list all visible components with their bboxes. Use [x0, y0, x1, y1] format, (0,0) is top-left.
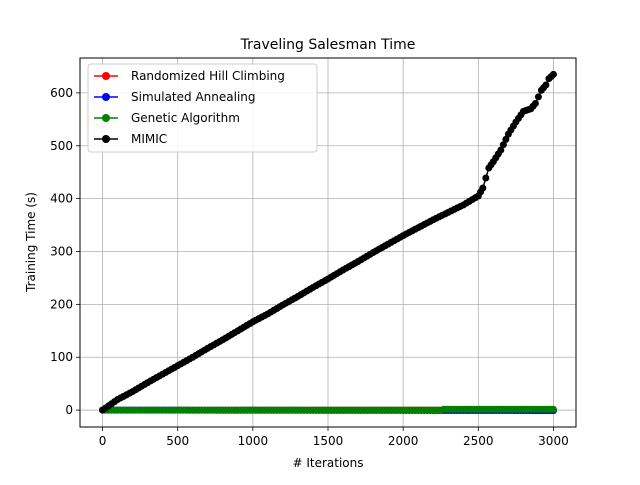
axis-ticks: 0 500 1000 1500 2000 2500 3000 0 100 200 300 400 500…	[50, 86, 569, 448]
data-point	[502, 135, 510, 143]
legend-label: MIMIC	[131, 132, 167, 146]
y-tick-label: 500	[50, 139, 73, 153]
legend-item-genetic-algorithm: Genetic Algorithm	[94, 111, 240, 125]
series-genetic-algorithm	[99, 405, 557, 414]
data-point	[549, 405, 557, 413]
legend-box	[87, 63, 318, 153]
data-point	[479, 184, 487, 192]
x-tick-label: 3000	[538, 434, 569, 448]
x-axis-label: # Iterations	[292, 456, 363, 470]
data-point	[534, 93, 542, 101]
x-tick-label: 1000	[238, 434, 269, 448]
x-tick-label: 0	[99, 434, 107, 448]
legend-swatch-marker	[102, 72, 110, 80]
legend-label: Simulated Annealing	[131, 90, 256, 104]
x-tick-label: 2000	[388, 434, 419, 448]
legend-swatch-marker	[102, 114, 110, 122]
data-point	[531, 99, 539, 107]
x-tick-label: 500	[166, 434, 189, 448]
data-point	[497, 146, 505, 154]
y-axis-label: Training Time (s)	[24, 192, 38, 293]
data-point	[549, 70, 557, 78]
series-mimic	[99, 70, 557, 414]
legend-swatch-marker	[102, 135, 110, 143]
y-tick-label: 100	[50, 350, 73, 364]
legend-item-mimic: MIMIC	[94, 132, 167, 146]
legend-label: Genetic Algorithm	[131, 111, 240, 125]
y-tick-label: 0	[65, 403, 73, 417]
legend-label: Randomized Hill Climbing	[131, 69, 285, 83]
chart-title: Traveling Salesman Time	[240, 37, 416, 53]
y-tick-label: 600	[50, 86, 73, 100]
data-point	[482, 174, 490, 182]
legend-item-randomized-hill-climbing: Randomized Hill Climbing	[94, 69, 285, 83]
legend: Randomized Hill Climbing Simulated Anneal…	[87, 63, 318, 153]
legend-swatch-marker	[102, 93, 110, 101]
series-layer	[99, 70, 557, 415]
legend-item-simulated-annealing: Simulated Annealing	[94, 90, 256, 104]
y-tick-label: 400	[50, 192, 73, 206]
y-tick-label: 300	[50, 244, 73, 258]
data-point	[499, 141, 507, 149]
y-tick-label: 200	[50, 297, 73, 311]
data-point	[542, 81, 550, 89]
x-tick-label: 2500	[463, 434, 494, 448]
x-tick-label: 1500	[313, 434, 344, 448]
